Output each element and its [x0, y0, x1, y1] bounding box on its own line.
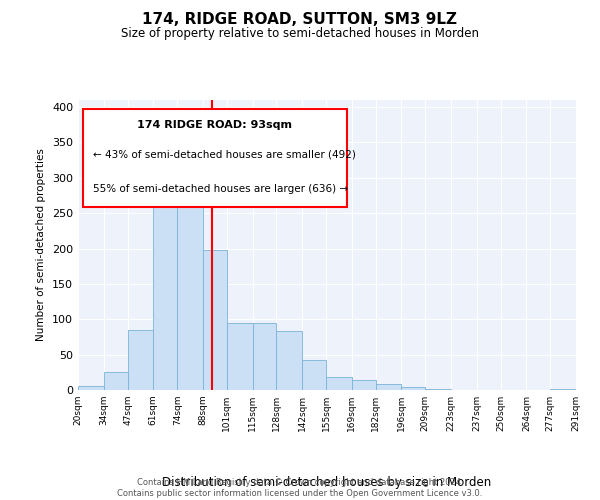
Bar [104, 372, 128, 390]
Bar [302, 360, 326, 390]
Text: Size of property relative to semi-detached houses in Morden: Size of property relative to semi-detach… [121, 28, 479, 40]
Bar [203, 250, 227, 390]
Bar [227, 323, 253, 390]
FancyBboxPatch shape [83, 108, 347, 208]
Text: 174 RIDGE ROAD: 93sqm: 174 RIDGE ROAD: 93sqm [137, 120, 292, 130]
Bar [154, 192, 177, 390]
Bar [78, 386, 104, 390]
Bar [253, 323, 277, 390]
Bar [177, 180, 203, 390]
Bar [401, 387, 425, 390]
Text: ← 43% of semi-detached houses are smaller (492): ← 43% of semi-detached houses are smalle… [93, 150, 356, 160]
Bar [128, 330, 154, 390]
Y-axis label: Number of semi-detached properties: Number of semi-detached properties [37, 148, 46, 342]
Text: 174, RIDGE ROAD, SUTTON, SM3 9LZ: 174, RIDGE ROAD, SUTTON, SM3 9LZ [143, 12, 458, 28]
X-axis label: Distribution of semi-detached houses by size in Morden: Distribution of semi-detached houses by … [163, 476, 491, 488]
Text: Contains HM Land Registry data © Crown copyright and database right 2024.
Contai: Contains HM Land Registry data © Crown c… [118, 478, 482, 498]
Bar [277, 332, 302, 390]
Bar [326, 378, 352, 390]
Bar [352, 380, 376, 390]
Bar [376, 384, 401, 390]
Text: 55% of semi-detached houses are larger (636) →: 55% of semi-detached houses are larger (… [93, 184, 348, 194]
Bar [550, 388, 576, 390]
